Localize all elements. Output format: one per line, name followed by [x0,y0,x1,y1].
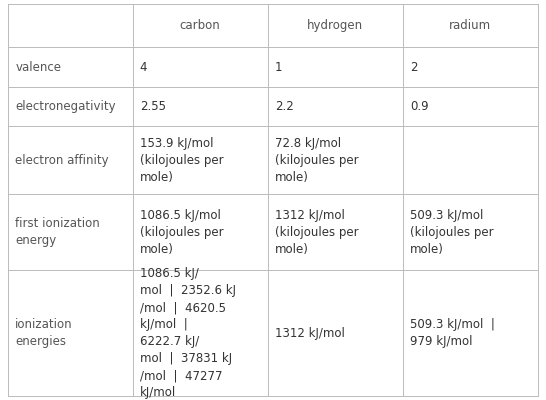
Text: 0.9: 0.9 [410,100,429,113]
Text: 509.3 kJ/mol
(kilojoules per
mole): 509.3 kJ/mol (kilojoules per mole) [410,208,494,256]
Text: electronegativity: electronegativity [15,100,116,113]
Text: radium: radium [449,19,491,32]
Text: 2: 2 [410,60,417,74]
Text: valence: valence [15,60,61,74]
Text: electron affinity: electron affinity [15,154,109,166]
Text: hydrogen: hydrogen [307,19,363,32]
Text: first ionization
energy: first ionization energy [15,217,100,247]
Text: 2.2: 2.2 [275,100,294,113]
Text: 1312 kJ/mol
(kilojoules per
mole): 1312 kJ/mol (kilojoules per mole) [275,208,358,256]
Text: 1312 kJ/mol: 1312 kJ/mol [275,327,345,340]
Text: 509.3 kJ/mol  |
979 kJ/mol: 509.3 kJ/mol | 979 kJ/mol [410,318,495,348]
Text: 72.8 kJ/mol
(kilojoules per
mole): 72.8 kJ/mol (kilojoules per mole) [275,136,358,184]
Text: carbon: carbon [180,19,221,32]
Text: 2.55: 2.55 [140,100,166,113]
Text: 1086.5 kJ/mol
(kilojoules per
mole): 1086.5 kJ/mol (kilojoules per mole) [140,208,223,256]
Text: ionization
energies: ionization energies [15,318,73,348]
Text: 1086.5 kJ/
mol  |  2352.6 kJ
/mol  |  4620.5
kJ/mol  |
6222.7 kJ/
mol  |  37831 : 1086.5 kJ/ mol | 2352.6 kJ /mol | 4620.5… [140,267,236,399]
Text: 4: 4 [140,60,147,74]
Text: 1: 1 [275,60,282,74]
Text: 153.9 kJ/mol
(kilojoules per
mole): 153.9 kJ/mol (kilojoules per mole) [140,136,223,184]
